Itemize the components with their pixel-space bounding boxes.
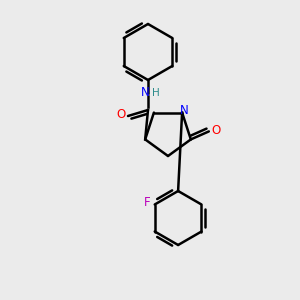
Text: O: O [211,124,220,137]
Text: N: N [141,86,149,100]
Text: H: H [152,88,160,98]
Text: O: O [116,109,126,122]
Text: F: F [143,196,150,209]
Text: N: N [180,104,188,117]
